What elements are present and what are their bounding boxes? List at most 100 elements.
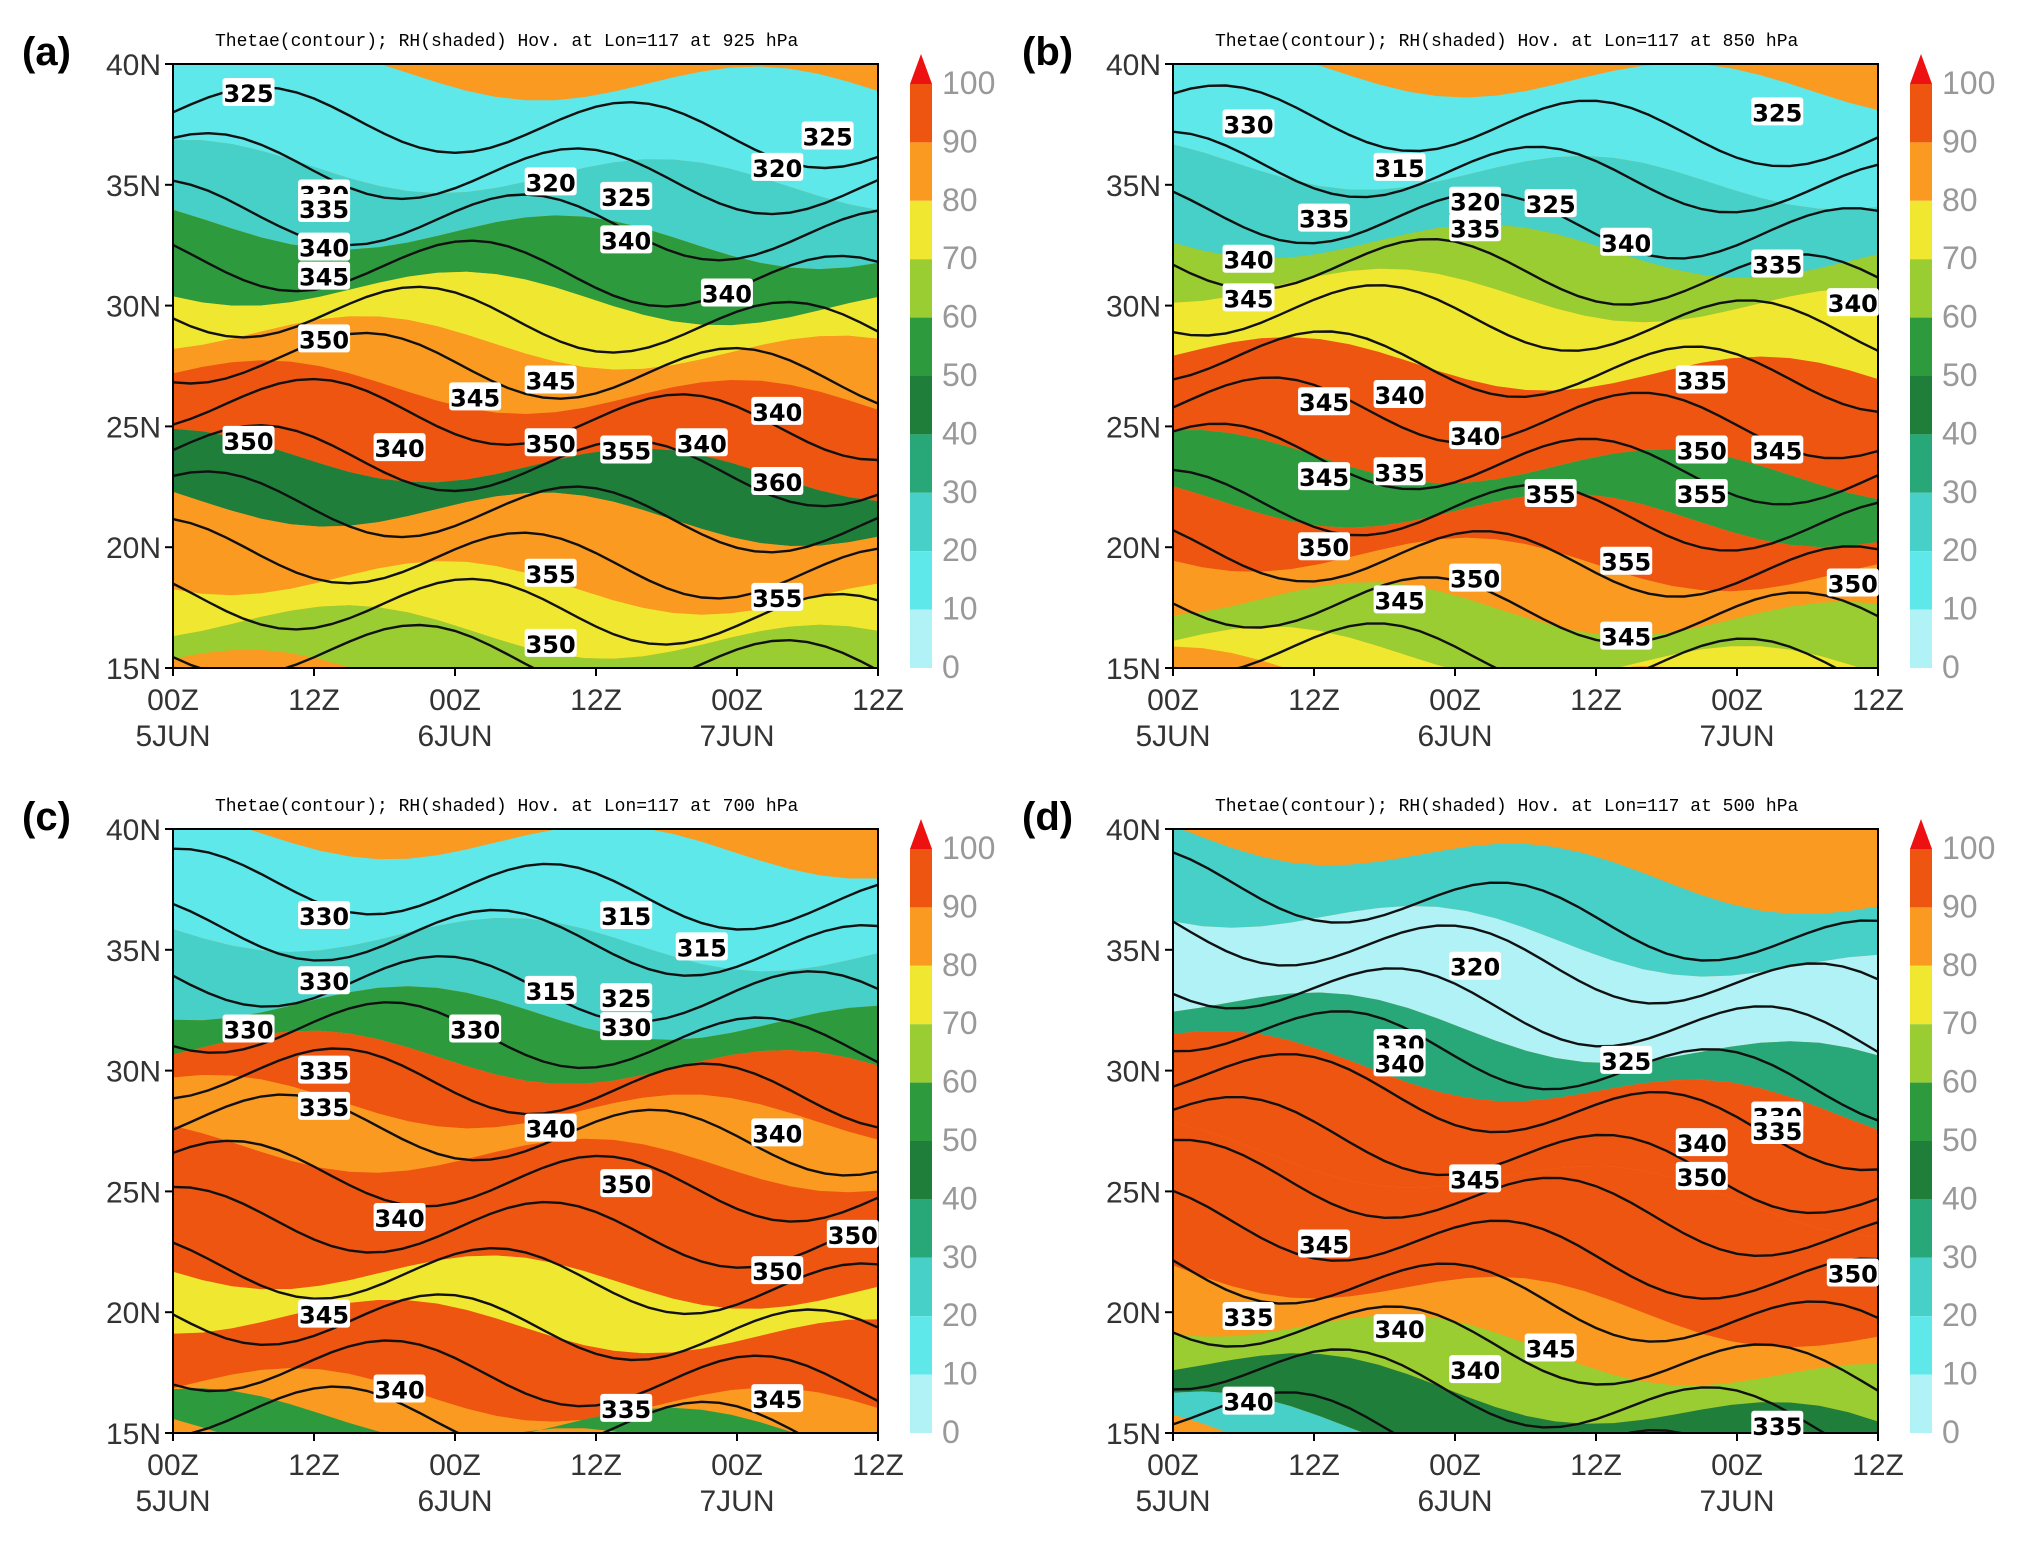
contour-label: 335 bbox=[1752, 1118, 1802, 1146]
colorbar-segment bbox=[910, 1199, 932, 1258]
contour-label-bg bbox=[298, 232, 351, 261]
rh-shading bbox=[1173, 64, 1878, 668]
colorbar-label: 20 bbox=[942, 1297, 978, 1333]
colorbar-label: 80 bbox=[1942, 182, 1978, 218]
contour-label: 330 bbox=[299, 903, 349, 931]
contour-label: 345 bbox=[299, 1302, 349, 1330]
panel-label: (a) bbox=[22, 30, 71, 74]
colorbar-segment bbox=[1910, 1141, 1932, 1200]
contour-label-bg bbox=[298, 1299, 351, 1328]
x-tick-label: 00Z bbox=[429, 1449, 481, 1482]
panel-3: (c) Thetae(contour); RH(shaded) Hov. at L… bbox=[0, 765, 1000, 1530]
rh-band bbox=[173, 1255, 878, 1354]
contour-label-bg bbox=[222, 425, 275, 454]
contour-label-bg bbox=[1751, 97, 1804, 126]
colorbar-label: 30 bbox=[942, 474, 978, 510]
contour-line bbox=[1173, 1391, 1687, 1433]
colorbar-segment bbox=[1910, 434, 1932, 493]
contour-label-bg bbox=[1524, 479, 1577, 508]
contour-line bbox=[1173, 529, 1878, 598]
contour-label-bg bbox=[298, 900, 351, 929]
y-tick-label: 20N bbox=[1106, 1297, 1161, 1330]
x-tick-label: 5JUN bbox=[1135, 1485, 1210, 1518]
contour-label-bg bbox=[600, 1169, 653, 1198]
panel-4: (d) Thetae(contour); RH(shaded) Hov. at L… bbox=[1000, 765, 2000, 1530]
colorbar-label: 70 bbox=[1942, 1005, 1978, 1041]
contour-label: 315 bbox=[601, 903, 651, 931]
y-tick-label: 20N bbox=[106, 532, 161, 565]
contour-label-bg bbox=[600, 1393, 653, 1422]
colorbar-segment bbox=[910, 551, 932, 610]
colorbar-label: 70 bbox=[942, 1005, 978, 1041]
contour-label: 345 bbox=[1223, 285, 1273, 313]
contour-label-bg bbox=[1222, 1302, 1275, 1331]
contour-label-bg bbox=[1373, 152, 1426, 181]
colorbar-arrow bbox=[910, 819, 932, 849]
colorbar-label: 20 bbox=[1942, 1297, 1978, 1333]
x-tick-label: 12Z bbox=[570, 1449, 622, 1482]
contour-label: 335 bbox=[1752, 252, 1802, 280]
colorbar-segment bbox=[1910, 1374, 1932, 1433]
colorbar-segment bbox=[1910, 1316, 1932, 1375]
colorbar-label: 80 bbox=[942, 182, 978, 218]
x-tick-label: 6JUN bbox=[1417, 720, 1492, 753]
y-tick-label: 15N bbox=[1106, 1418, 1161, 1451]
contour-label-bg bbox=[1675, 365, 1728, 394]
contour-label-bg bbox=[1373, 1048, 1426, 1077]
contour-line bbox=[1173, 130, 1878, 214]
x-tick-label: 00Z bbox=[711, 684, 763, 717]
contour-label: 340 bbox=[1601, 230, 1651, 258]
colorbar-label: 70 bbox=[942, 240, 978, 276]
contour-line bbox=[173, 847, 878, 931]
contour-label: 345 bbox=[450, 384, 500, 412]
contour-line bbox=[173, 85, 878, 170]
colorbar-label: 80 bbox=[1942, 947, 1978, 983]
panel-title: Thetae(contour); RH(shaded) Hov. at Lon=… bbox=[1215, 797, 1799, 817]
contour-label: 345 bbox=[1450, 1166, 1500, 1194]
contour-line bbox=[1173, 851, 1878, 962]
contour-label-bg bbox=[1222, 109, 1275, 138]
rh-band bbox=[1173, 537, 1878, 636]
y-tick-label: 25N bbox=[106, 1176, 161, 1209]
rh-band bbox=[173, 986, 878, 1084]
contour-label: 345 bbox=[1752, 438, 1802, 466]
colorbar-segment bbox=[910, 142, 932, 201]
contour-label-bg bbox=[1600, 621, 1653, 650]
y-tick-label: 25N bbox=[1106, 411, 1161, 444]
contour-label-bg bbox=[298, 193, 351, 222]
colorbar-label: 100 bbox=[942, 830, 995, 866]
contour-label-bg bbox=[1373, 585, 1426, 614]
contour-label: 320 bbox=[1450, 189, 1500, 217]
contour-line bbox=[173, 331, 878, 405]
contour-label: 340 bbox=[526, 1116, 576, 1144]
contour-label-bg bbox=[1298, 387, 1351, 416]
contour-label: 330 bbox=[299, 968, 349, 996]
contour-label-bg bbox=[524, 628, 577, 657]
x-tick-label: 6JUN bbox=[417, 1485, 492, 1518]
contour-label: 345 bbox=[299, 264, 349, 292]
contour-label: 340 bbox=[375, 1377, 425, 1405]
colorbar-label: 80 bbox=[942, 947, 978, 983]
contour-label-bg bbox=[373, 1202, 426, 1231]
rh-band bbox=[173, 428, 878, 546]
contour-label-bg bbox=[801, 121, 854, 150]
colorbar-segment bbox=[910, 1257, 932, 1317]
colorbar-label: 10 bbox=[942, 591, 978, 627]
colorbar-label: 50 bbox=[1942, 1122, 1978, 1158]
contour-label-bg bbox=[524, 365, 577, 394]
contour-label: 335 bbox=[1375, 459, 1425, 487]
contour-label: 330 bbox=[1223, 111, 1273, 139]
contour-label-bg bbox=[1298, 532, 1351, 561]
y-tick-label: 40N bbox=[106, 814, 161, 847]
contour-label: 340 bbox=[1223, 1389, 1273, 1417]
contour-label-bg bbox=[222, 77, 275, 106]
contour-label-bg bbox=[1600, 1045, 1653, 1074]
contour-line bbox=[173, 179, 878, 262]
contour-label-bg bbox=[1449, 1355, 1502, 1384]
contour-line bbox=[1173, 330, 1878, 413]
contour-label: 345 bbox=[1375, 587, 1425, 615]
contour-label: 355 bbox=[526, 561, 576, 589]
rh-band bbox=[173, 271, 878, 370]
y-tick-label: 35N bbox=[106, 170, 161, 203]
